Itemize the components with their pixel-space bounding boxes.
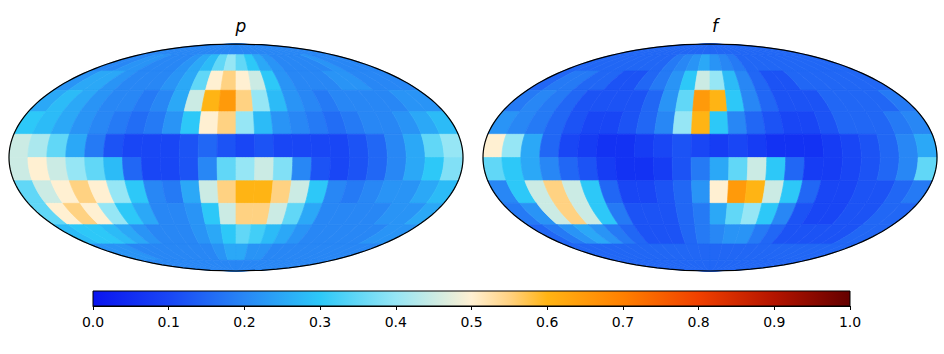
svg-text:p: p — [235, 16, 247, 36]
svg-text:0.1: 0.1 — [158, 314, 180, 330]
svg-text:0.7: 0.7 — [612, 314, 634, 330]
svg-text:0.5: 0.5 — [460, 314, 482, 330]
svg-text:0.2: 0.2 — [233, 314, 255, 330]
svg-text:0.6: 0.6 — [536, 314, 558, 330]
svg-text:1.0: 1.0 — [839, 314, 861, 330]
svg-text:0.4: 0.4 — [385, 314, 407, 330]
svg-text:f: f — [712, 16, 721, 36]
svg-text:0.3: 0.3 — [309, 314, 331, 330]
svg-text:0.0: 0.0 — [82, 314, 104, 330]
svg-text:0.8: 0.8 — [687, 314, 709, 330]
svg-text:0.9: 0.9 — [763, 314, 785, 330]
